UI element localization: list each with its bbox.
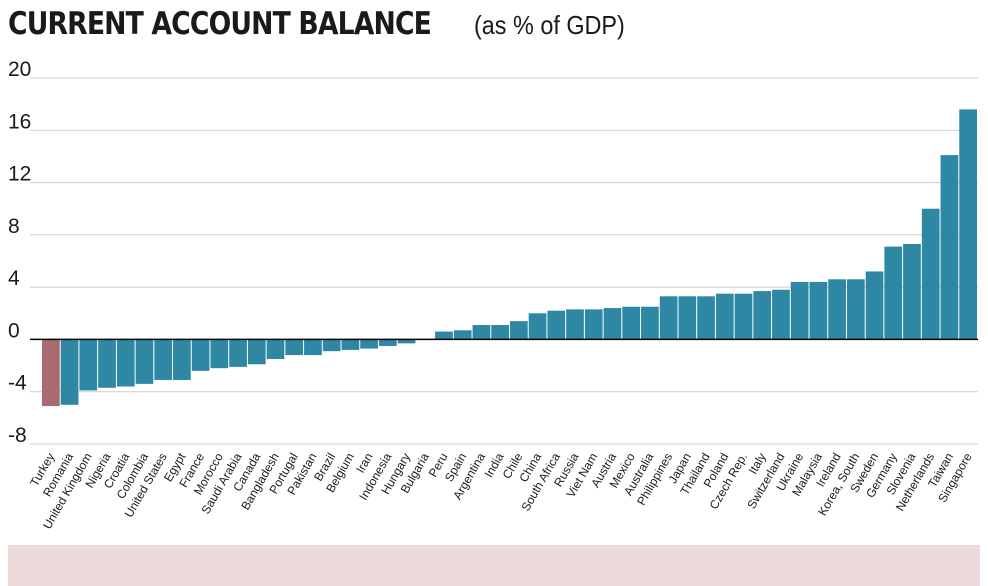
bar-italy <box>753 291 772 340</box>
bar-morocco <box>210 339 229 369</box>
bar-sweden <box>865 271 884 340</box>
bar-russia <box>566 309 584 340</box>
bar-south-africa <box>547 310 566 340</box>
bar-united-states <box>154 339 173 380</box>
bar-ukraine <box>790 281 809 340</box>
y-tick-label: 4 <box>8 267 20 290</box>
bar-portugal <box>285 339 304 356</box>
y-tick-label: 20 <box>8 58 31 81</box>
chart-title-main: CURRENT ACCOUNT BALANCE <box>8 6 432 42</box>
bar-spain <box>453 330 472 340</box>
bar-brazil <box>322 339 341 352</box>
bar-austria <box>603 308 622 340</box>
bar-czech-rep- <box>734 293 753 340</box>
bar-chile <box>510 321 528 340</box>
bar-philippines <box>659 296 678 340</box>
chart-title-subtitle: (as % of GDP) <box>474 10 626 40</box>
y-tick-label: 12 <box>8 163 31 186</box>
bar-argentina <box>472 325 491 340</box>
bar-croatia <box>116 339 135 387</box>
footer-band <box>8 545 980 586</box>
bar-hungary <box>397 339 416 344</box>
bar-colombia <box>135 339 154 384</box>
bar-slovenia <box>903 244 921 340</box>
bar-netherlands <box>921 208 940 340</box>
bar-saudi-arabia <box>229 339 247 367</box>
bar-indonesia <box>378 339 397 346</box>
bar-egypt <box>173 339 191 380</box>
y-tick-label: 8 <box>8 215 20 238</box>
bar-india <box>491 325 509 340</box>
bars <box>42 109 977 407</box>
bar-poland <box>715 293 734 340</box>
bar-romania <box>60 339 79 405</box>
y-tick-labels: -8 -4 0 4 8 12 16 20 <box>8 58 31 447</box>
chart-title: CURRENT ACCOUNT BALANCE (as % of GDP) <box>8 6 642 42</box>
bar-switzerland <box>772 289 790 340</box>
bar-korea-south <box>846 279 865 340</box>
bar-peru <box>435 331 453 340</box>
bar-mexico <box>622 306 641 340</box>
bar-pakistan <box>304 339 322 356</box>
bar-thailand <box>697 296 715 340</box>
y-tick-label: 0 <box>8 319 20 342</box>
bar-canada <box>247 339 266 365</box>
bar-taiwan <box>940 155 959 340</box>
bar-singapore <box>959 109 977 340</box>
bar-germany <box>884 246 903 340</box>
y-tick-label: -8 <box>8 424 27 447</box>
bar-malaysia <box>809 281 828 340</box>
y-tick-label: 16 <box>8 110 31 133</box>
bar-belgium <box>341 339 360 350</box>
bar-australia <box>641 306 659 340</box>
bar-iran <box>360 339 378 349</box>
bar-nigeria <box>98 339 116 388</box>
y-tick-label: -4 <box>8 372 27 395</box>
bar-bangladesh <box>266 339 285 360</box>
bar-china <box>528 313 547 340</box>
bar-france <box>191 339 210 371</box>
bar-ireland <box>828 279 846 340</box>
gridlines <box>30 77 978 445</box>
bar-japan <box>678 296 697 340</box>
bar-viet-nam <box>584 309 603 340</box>
bar-united-kingdom <box>79 339 98 391</box>
bar-turkey <box>42 339 60 407</box>
